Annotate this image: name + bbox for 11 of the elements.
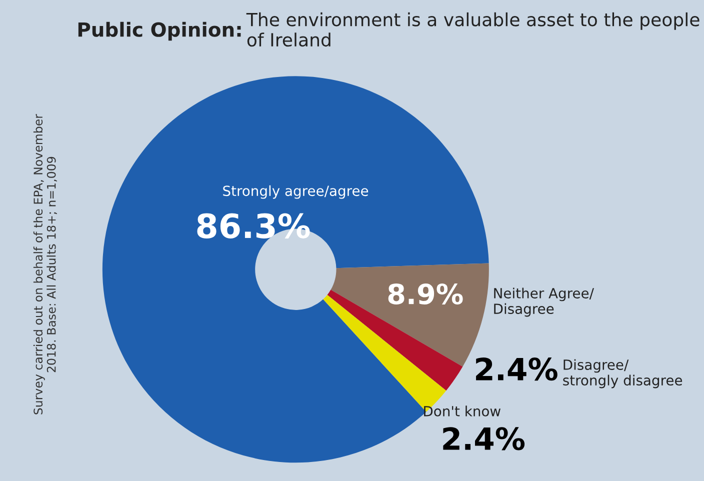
slice-label: Strongly agree/agree bbox=[223, 185, 368, 199]
slice-label: Neither Agree/ Disagree bbox=[494, 288, 594, 317]
slice-label: Don't know bbox=[424, 406, 500, 416]
data-label: 8.9% bbox=[388, 283, 463, 304]
chart-subtitle: The environment is a valuable asset to the people of Ireland bbox=[246, 12, 700, 47]
chart-title: Public Opinion: bbox=[78, 22, 241, 41]
text: Survey carried out on behalf of the EPA, November 2018. Base: All Adults 18+; n=1,009 bbox=[33, 114, 57, 414]
slice-label: Disagree/ strongly disagree bbox=[563, 359, 682, 388]
data-label: 86.3% bbox=[197, 213, 310, 238]
data-label: 2.4% bbox=[476, 358, 558, 381]
data-label: 2.4% bbox=[443, 427, 525, 450]
